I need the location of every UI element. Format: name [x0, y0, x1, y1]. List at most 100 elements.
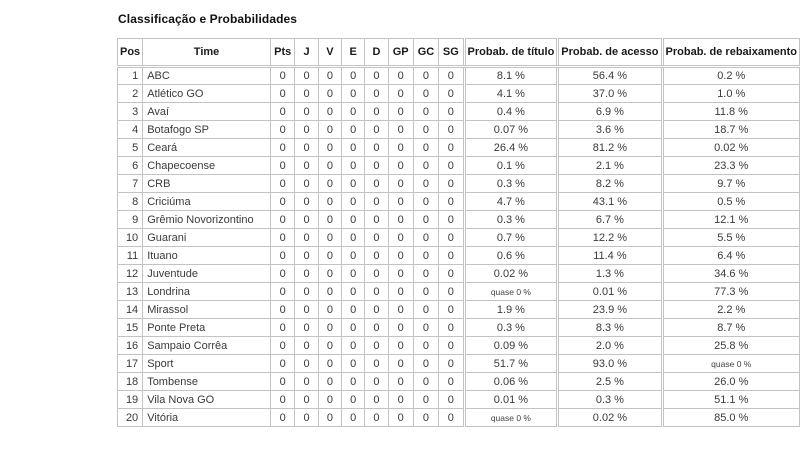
- stat-cell: 0: [412, 282, 440, 301]
- stat-cell: 0: [364, 84, 389, 103]
- stat-cell: 0: [317, 120, 343, 139]
- stat-cell: 0: [341, 192, 366, 211]
- stat-cell: 0: [412, 210, 440, 229]
- prob-titulo-cell: 8.1 %: [462, 66, 559, 85]
- prob-acesso-cell: 93.0 %: [556, 354, 663, 373]
- stat-cell: 0: [438, 354, 465, 373]
- stat-cell: 0: [412, 390, 440, 409]
- prob-rebaixamento-cell: 6.4 %: [660, 246, 800, 265]
- stat-cell: 0: [294, 120, 319, 139]
- prob-titulo-cell: 0.4 %: [462, 102, 559, 121]
- prob-titulo-cell: 0.7 %: [462, 228, 559, 247]
- stat-cell: 0: [341, 336, 366, 355]
- prob-rebaixamento-cell: 0.02 %: [660, 138, 800, 157]
- prob-titulo-cell: 26.4 %: [462, 138, 559, 157]
- stat-cell: 0: [387, 120, 414, 139]
- stat-cell: 0: [269, 120, 296, 139]
- stat-cell: 0: [341, 156, 366, 175]
- table-header-row: Pos Time Pts J V E D GP GC SG Probab. de…: [116, 38, 800, 68]
- table-row: 12 Juventude 0 0 0 0 0 0 0 0 0.02 % 1.3 % 34.6 %: [116, 264, 800, 283]
- position-cell: 10: [116, 228, 144, 247]
- stat-cell: 0: [341, 66, 366, 85]
- table-row: 5 Ceará 0 0 0 0 0 0 0 0 26.4 % 81.2 % 0.02 %: [116, 138, 800, 157]
- stat-cell: 0: [412, 264, 440, 283]
- team-name-cell: Londrina: [142, 282, 271, 301]
- stat-cell: 0: [269, 156, 296, 175]
- team-name-cell: Chapecoense: [142, 156, 271, 175]
- prob-titulo-cell: 0.3 %: [462, 210, 559, 229]
- stat-cell: 0: [387, 66, 414, 85]
- prob-rebaixamento-cell: 26.0 %: [660, 372, 800, 391]
- stat-cell: 0: [341, 282, 366, 301]
- stat-cell: 0: [294, 318, 319, 337]
- prob-rebaixamento-cell: 23.3 %: [660, 156, 800, 175]
- stat-cell: 0: [387, 300, 414, 319]
- stat-cell: 0: [364, 390, 389, 409]
- content-area: Classificação e Probabilidades Pos Time …: [116, 12, 800, 427]
- stat-cell: 0: [294, 84, 319, 103]
- prob-rebaixamento-cell: 2.2 %: [660, 300, 800, 319]
- table-row: 19 Vila Nova GO 0 0 0 0 0 0 0 0 0.01 % 0.3 % 51.1 %: [116, 390, 800, 409]
- table-row: 11 Ituano 0 0 0 0 0 0 0 0 0.6 % 11.4 % 6.4 %: [116, 246, 800, 265]
- position-cell: 2: [116, 84, 144, 103]
- stat-cell: 0: [317, 282, 343, 301]
- stat-cell: 0: [294, 228, 319, 247]
- stat-cell: 0: [364, 354, 389, 373]
- stat-cell: 0: [387, 246, 414, 265]
- stat-cell: 0: [341, 408, 366, 427]
- stat-cell: 0: [317, 210, 343, 229]
- stat-cell: 0: [269, 228, 296, 247]
- stat-cell: 0: [438, 372, 465, 391]
- stat-cell: 0: [438, 102, 465, 121]
- prob-rebaixamento-cell: 77.3 %: [660, 282, 800, 301]
- prob-rebaixamento-cell: 1.0 %: [660, 84, 800, 103]
- stat-cell: 0: [438, 120, 465, 139]
- stat-cell: 0: [294, 210, 319, 229]
- prob-titulo-cell: 0.3 %: [462, 318, 559, 337]
- position-cell: 8: [116, 192, 144, 211]
- stat-cell: 0: [438, 138, 465, 157]
- stat-cell: 0: [294, 408, 319, 427]
- col-header-time: Time: [142, 38, 271, 68]
- stat-cell: 0: [364, 102, 389, 121]
- stat-cell: 0: [438, 264, 465, 283]
- prob-acesso-cell: 0.3 %: [556, 390, 663, 409]
- stat-cell: 0: [341, 264, 366, 283]
- team-name-cell: Ceará: [142, 138, 271, 157]
- prob-rebaixamento-cell: 12.1 %: [660, 210, 800, 229]
- position-cell: 7: [116, 174, 144, 193]
- stat-cell: 0: [412, 192, 440, 211]
- position-cell: 5: [116, 138, 144, 157]
- stat-cell: 0: [412, 246, 440, 265]
- stat-cell: 0: [294, 174, 319, 193]
- stat-cell: 0: [294, 390, 319, 409]
- stat-cell: 0: [412, 408, 440, 427]
- prob-titulo-cell: 0.01 %: [462, 390, 559, 409]
- stat-cell: 0: [412, 138, 440, 157]
- stat-cell: 0: [294, 102, 319, 121]
- position-cell: 17: [116, 354, 144, 373]
- stat-cell: 0: [438, 300, 465, 319]
- stat-cell: 0: [364, 282, 389, 301]
- stat-cell: 0: [269, 354, 296, 373]
- stat-cell: 0: [317, 138, 343, 157]
- prob-rebaixamento-cell: 85.0 %: [660, 408, 800, 427]
- col-header-sg: SG: [438, 38, 465, 68]
- stat-cell: 0: [412, 300, 440, 319]
- stat-cell: 0: [269, 282, 296, 301]
- position-cell: 1: [116, 66, 144, 85]
- stat-cell: 0: [412, 354, 440, 373]
- prob-acesso-cell: 6.9 %: [556, 102, 663, 121]
- stat-cell: 0: [341, 84, 366, 103]
- table-row: 7 CRB 0 0 0 0 0 0 0 0 0.3 % 8.2 % 9.7 %: [116, 174, 800, 193]
- stat-cell: 0: [387, 156, 414, 175]
- stat-cell: 0: [438, 156, 465, 175]
- stat-cell: 0: [341, 390, 366, 409]
- prob-acesso-cell: 23.9 %: [556, 300, 663, 319]
- team-name-cell: Sampaio Corrêa: [142, 336, 271, 355]
- stat-cell: 0: [364, 336, 389, 355]
- stat-cell: 0: [364, 264, 389, 283]
- prob-titulo-cell: 0.07 %: [462, 120, 559, 139]
- stat-cell: 0: [364, 174, 389, 193]
- stat-cell: 0: [438, 408, 465, 427]
